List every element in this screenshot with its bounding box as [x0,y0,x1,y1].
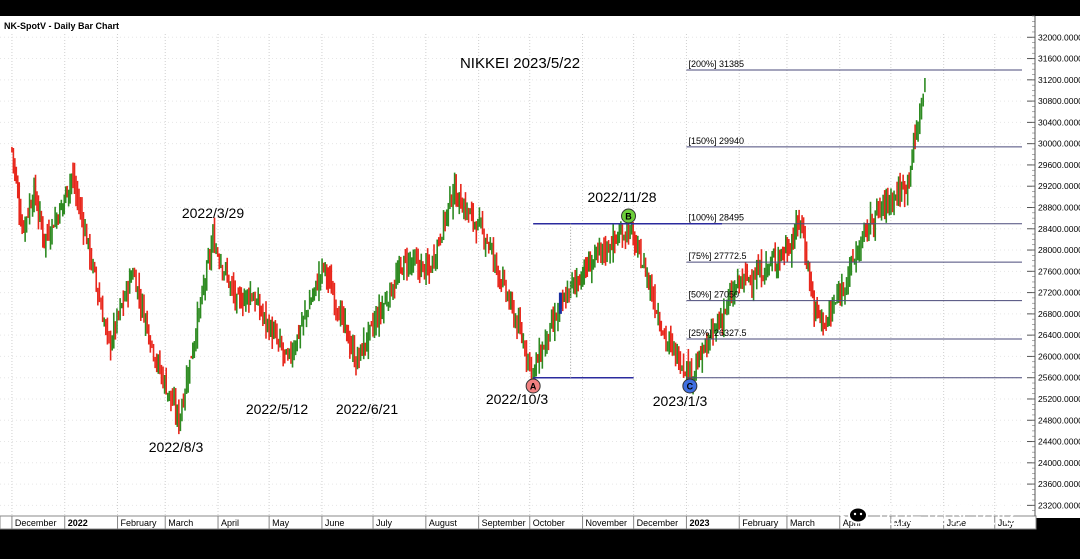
month-label: November [586,518,628,528]
month-label: 2023 [689,518,709,528]
y-tick-label: 23600.0000 [1038,479,1080,489]
y-tick-label: 29200.0000 [1038,181,1080,191]
y-tick-label: 31200.0000 [1038,75,1080,85]
point-a-circle [525,378,541,394]
month-label: May [894,518,912,528]
point-a-label: A [530,382,537,392]
y-tick-label: 25200.0000 [1038,394,1080,404]
y-tick-label: 30000.0000 [1038,139,1080,149]
watermark-text: 边走边读边吃 [876,500,1020,529]
point-c-circle [682,378,698,394]
wechat-icon [837,499,868,524]
date-annotation: 2022/10/3 [486,391,548,407]
month-label: April [843,518,861,528]
date-annotation: 2022/6/21 [336,401,398,417]
y-tick-label: 31600.0000 [1038,54,1080,64]
y-tick-label: 28400.0000 [1038,224,1080,234]
month-label: July [376,518,393,528]
month-label: 2022 [68,518,88,528]
fib-level-label: [100%] 28495 [688,213,744,223]
month-label: September [482,518,526,528]
month-label: December [637,518,679,528]
window-title: NK-SpotV - Daily Bar Chart [4,21,119,31]
watermark: 边走边读边吃 [836,496,1020,529]
fib-level-label: [200%] 31385 [688,59,744,69]
date-annotation: 2022/8/3 [149,439,204,455]
month-label: March [790,518,815,528]
x-axis-area [0,515,1037,530]
fib-level-label: [50%] 27050 [688,290,739,300]
month-label: February [742,518,779,528]
month-label: May [272,518,290,528]
month-label: February [121,518,158,528]
plot-area [0,16,1036,518]
date-annotation: 2023/1/3 [653,393,708,409]
date-annotation: 2022/3/29 [182,205,244,221]
y-tick-label: 30800.0000 [1038,96,1080,106]
y-tick-label: 28800.0000 [1038,202,1080,212]
month-label: March [168,518,193,528]
month-label: December [15,518,57,528]
date-annotation: 2022/11/28 [587,189,656,205]
y-tick-label: 30400.0000 [1038,117,1080,127]
y-axis-area [1036,16,1080,518]
point-b-circle [621,208,637,224]
y-tick-label: 24000.0000 [1038,458,1080,468]
month-label: June [947,518,967,528]
y-tick-label: 24400.0000 [1038,437,1080,447]
y-tick-label: 27200.0000 [1038,288,1080,298]
y-tick-label: 32000.0000 [1038,32,1080,42]
month-label: August [429,518,458,528]
month-label: July [998,518,1015,528]
month-label: April [221,518,239,528]
y-tick-label: 26800.0000 [1038,309,1080,319]
month-label: October [533,518,565,528]
y-tick-label: 25600.0000 [1038,373,1080,383]
month-label: June [325,518,345,528]
y-tick-label: 26400.0000 [1038,330,1080,340]
y-tick-label: 27600.0000 [1038,266,1080,276]
fib-level-label: [150%] 29940 [688,136,744,146]
fib-level-label: [25%] 26327.5 [688,328,746,338]
y-tick-label: 26000.0000 [1038,351,1080,361]
y-tick-label: 29600.0000 [1038,160,1080,170]
fib-level-label: [75%] 27772.5 [688,251,746,261]
y-tick-label: 28000.0000 [1038,245,1080,255]
date-annotation: 2022/5/12 [246,401,308,417]
y-tick-label: 24800.0000 [1038,415,1080,425]
point-b-label: B [625,212,632,222]
y-tick-label: 23200.0000 [1038,500,1080,510]
chart-title: NIKKEI 2023/5/22 [460,55,580,72]
point-c-label: C [687,382,694,392]
